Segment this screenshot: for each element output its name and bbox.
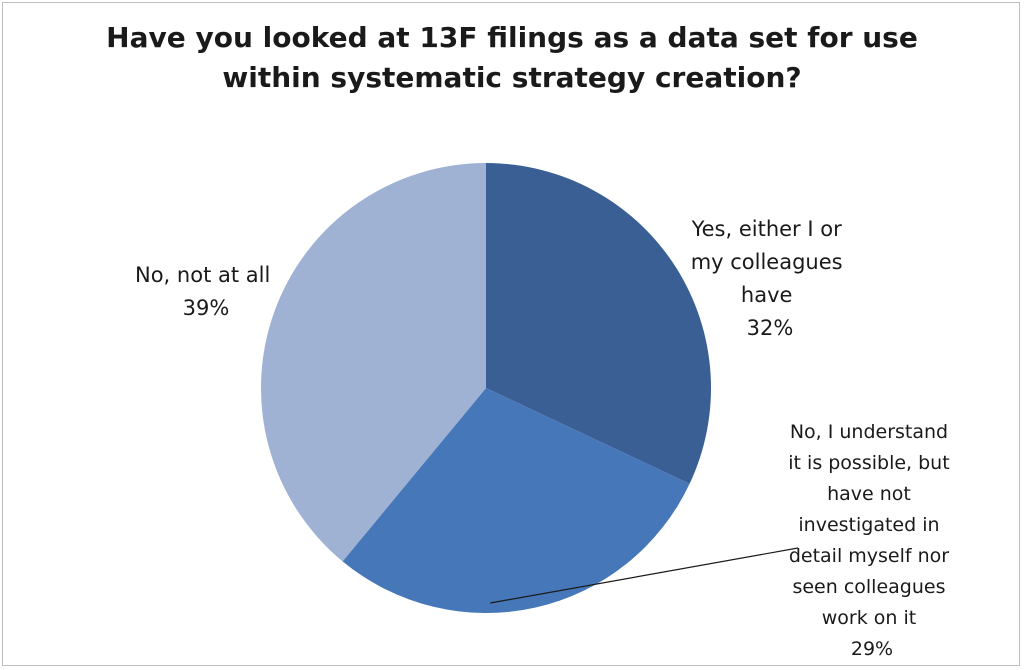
slice-label-understand-line-1: No, I understand — [790, 421, 948, 443]
slice-value-yes: 32% — [747, 316, 794, 340]
slice-label-not-at-all: No, not at all 39% — [135, 263, 277, 320]
slice-value-not-at-all: 39% — [183, 296, 230, 320]
slice-value-understand: 29% — [851, 638, 893, 660]
pie-slice-not-at-all — [260, 163, 486, 562]
slice-label-understand-line-5: detail myself nor — [789, 545, 949, 567]
leader-line-slice-2 — [490, 547, 799, 604]
slice-label-yes-line-2: my colleagues — [691, 250, 843, 274]
slice-label-yes: Yes, either I or my colleagues have 32% — [691, 217, 850, 340]
chart-title-line-2: within systematic strategy creation? — [222, 61, 802, 94]
chart-title-line-1: Have you looked at 13F filings as a data… — [106, 21, 918, 54]
slice-label-yes-line-1: Yes, either I or — [691, 217, 842, 241]
slice-label-understand-line-6: seen colleagues — [792, 576, 945, 598]
chart-title: Have you looked at 13F filings as a data… — [0, 18, 1024, 98]
slice-label-understand-line-7: work on it — [822, 607, 916, 629]
slice-label-not-at-all-line-1: No, not at all — [135, 263, 270, 287]
slice-label-understand: No, I understand it is possible, but hav… — [788, 421, 955, 660]
slice-label-understand-line-4: investigated in — [798, 514, 939, 536]
slice-label-understand-line-2: it is possible, but — [788, 452, 949, 474]
pie-slice-understand — [342, 388, 690, 614]
slice-label-understand-line-3: have not — [827, 483, 911, 505]
pie-slice-yes — [486, 163, 712, 484]
slice-label-yes-line-3: have — [741, 283, 793, 307]
